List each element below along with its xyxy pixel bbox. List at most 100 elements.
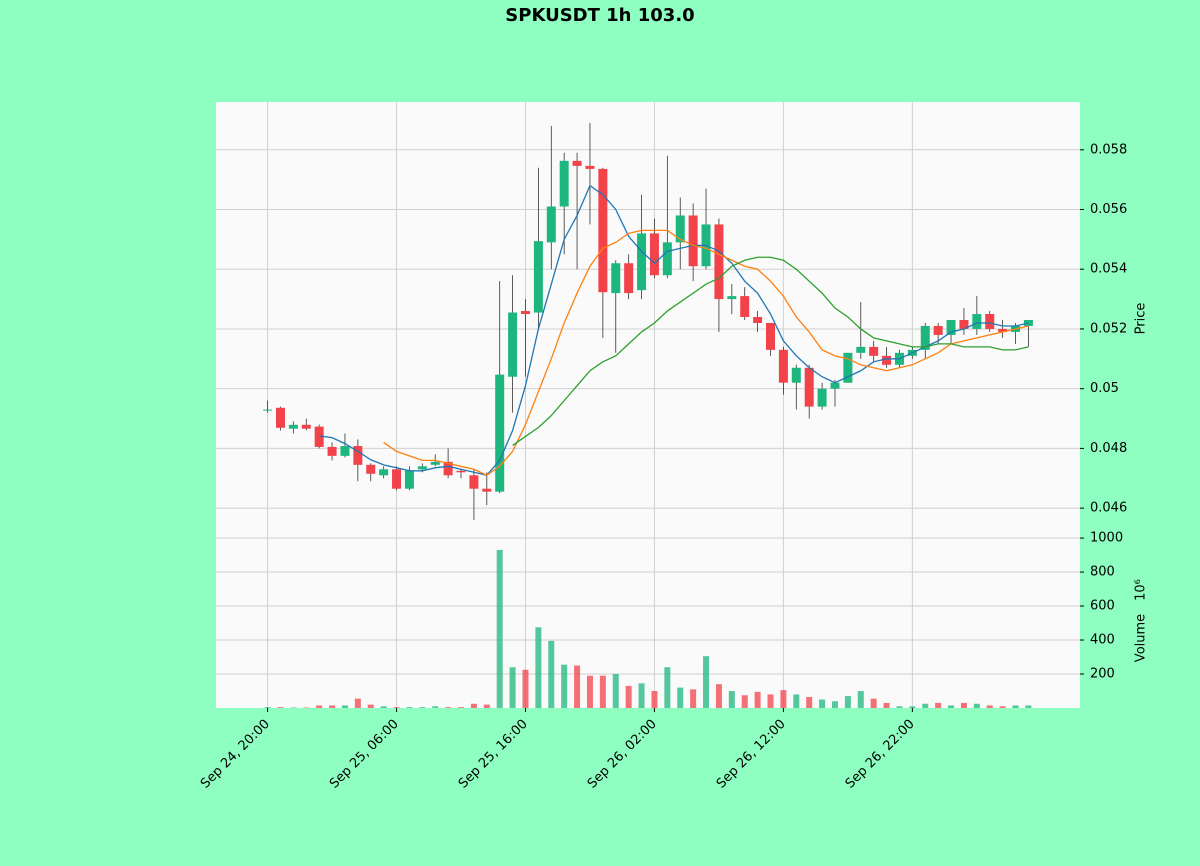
plot-area [216, 102, 1080, 708]
candle-body [379, 469, 389, 476]
candle-body [495, 374, 505, 492]
ma-line [383, 229, 1029, 477]
volume-bar [612, 674, 619, 708]
volume-bar [522, 669, 529, 708]
volume-bar [329, 705, 336, 708]
volume-bar [870, 698, 877, 708]
candle-body [598, 168, 608, 293]
candle-body [959, 319, 969, 329]
volume-bar [960, 702, 967, 708]
volume-bar [574, 665, 581, 708]
volume-bar [445, 707, 452, 708]
volume-bar [973, 703, 980, 708]
candle-body [920, 325, 930, 350]
candle-body [727, 296, 737, 300]
candle-body [856, 346, 866, 353]
volume-bar [780, 690, 787, 708]
candle-body [263, 409, 273, 411]
y-tick-label: 0.054 [1090, 262, 1127, 277]
volume-bar [496, 549, 503, 708]
volume-bar [638, 683, 645, 708]
volume-bar [625, 685, 632, 708]
ma-line [319, 184, 1029, 476]
candle-body [456, 470, 466, 473]
x-tick-label: Sep 24, 20:00 [198, 717, 273, 792]
volume-bar [806, 696, 813, 708]
volume-bar [432, 706, 439, 708]
volume-bar [793, 694, 800, 708]
candle-body [624, 263, 634, 294]
volume-bar [1025, 705, 1032, 708]
volume-bar [341, 705, 348, 708]
volume-bar [419, 707, 426, 708]
candle-body [546, 206, 556, 243]
volume-bar [380, 706, 387, 708]
volume-bar [741, 695, 748, 708]
y-axis-label: Price [1134, 303, 1149, 335]
y-tick-label: 0.048 [1090, 441, 1127, 456]
candle-body [649, 233, 659, 276]
candle-body [714, 224, 724, 300]
volume-bar [844, 696, 851, 708]
candle-body [753, 317, 763, 323]
candle-body [791, 367, 801, 383]
candle-body [417, 466, 427, 470]
y-tick-label: 200 [1090, 667, 1115, 682]
volume-bar [909, 706, 916, 708]
volume-bar [367, 704, 374, 708]
candle-body [340, 446, 350, 456]
volume-bar [483, 704, 490, 708]
volume-bar [277, 707, 284, 708]
candle-body [778, 349, 788, 383]
volume-bar [715, 684, 722, 708]
candle-body [830, 382, 840, 389]
x-tick-label: Sep 26, 22:00 [843, 717, 918, 792]
volume-bar [264, 707, 271, 708]
candle-body [275, 407, 285, 428]
candle-body [740, 296, 750, 318]
volume-bar [819, 699, 826, 708]
volume-bar [458, 707, 465, 708]
candle-body [688, 215, 698, 267]
volume-bar [599, 675, 606, 708]
volume-bar [586, 675, 593, 708]
candle-body [998, 328, 1008, 332]
candle-body [430, 461, 440, 465]
candle-body [662, 242, 672, 276]
candle-body [766, 322, 776, 350]
candle-body [985, 314, 995, 329]
candle-body [404, 470, 414, 489]
candle-body [933, 325, 943, 335]
volume-bar [948, 705, 955, 708]
y-tick-label: 0.056 [1090, 202, 1127, 217]
candle-body [559, 160, 569, 207]
volume-bar [922, 703, 929, 708]
candle-body [392, 469, 402, 489]
candle-body [327, 446, 337, 456]
volume-bar [690, 689, 697, 708]
candle-body [508, 312, 518, 377]
candle-body [443, 461, 453, 476]
candle-body [366, 464, 376, 474]
x-tick-label: Sep 26, 12:00 [714, 717, 789, 792]
volume-bar [470, 703, 477, 708]
y-tick-label: 600 [1090, 599, 1115, 614]
x-tick-label: Sep 26, 02:00 [585, 717, 660, 792]
volume-bar [767, 694, 774, 708]
x-tick-label: Sep 25, 06:00 [327, 717, 402, 792]
volume-bar [857, 691, 864, 708]
y-axis-label: Volume [1134, 614, 1149, 662]
volume-bar [831, 701, 838, 708]
candle-body [946, 319, 956, 335]
y-tick-label: 0.052 [1090, 321, 1127, 336]
y-tick-label: 1000 [1090, 531, 1123, 546]
candle-body [611, 263, 621, 294]
candle-body [843, 352, 853, 383]
candle-body [301, 424, 311, 429]
candle-body [469, 475, 479, 489]
volume-bar [703, 656, 710, 708]
candle-body [288, 424, 298, 429]
volume-bar [999, 706, 1006, 708]
volume-bar [883, 702, 890, 708]
